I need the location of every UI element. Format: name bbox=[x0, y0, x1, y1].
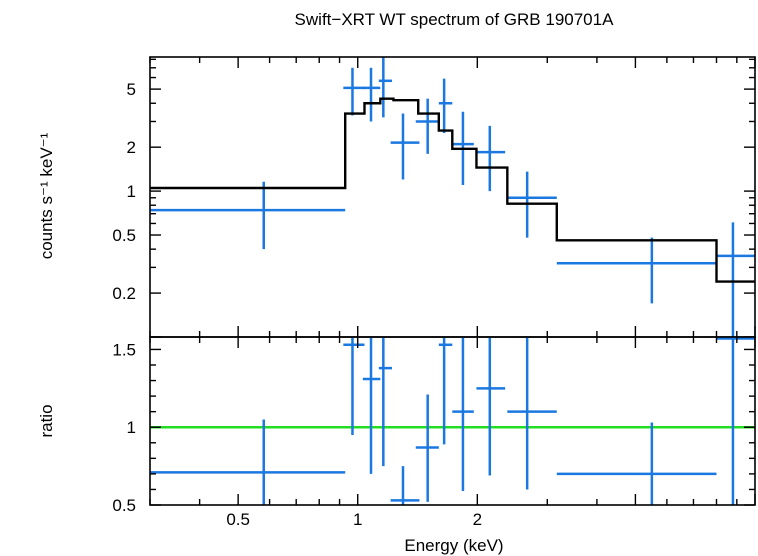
model-step-line bbox=[150, 97, 755, 283]
ratio-panel: 0.5 1 1.5 0.5 1 2 bbox=[112, 336, 756, 529]
x-axis-label: Energy (keV) bbox=[404, 536, 503, 555]
ratio-y-tick-label: 0.5 bbox=[112, 496, 136, 515]
spectrum-point-8 bbox=[476, 125, 506, 192]
ratio-data bbox=[150, 337, 755, 505]
spectrum-panel: 0.2 0.5 1 2 5 bbox=[112, 56, 756, 338]
ratio-point-10 bbox=[556, 422, 717, 505]
ratio-point-1 bbox=[343, 337, 365, 435]
spectrum-point-0 bbox=[150, 181, 346, 250]
spectrum-point-4 bbox=[390, 113, 420, 180]
spectrum-y-tick-label: 5 bbox=[127, 80, 136, 99]
ratio-y-tick-label: 1.5 bbox=[112, 340, 136, 359]
spectrum-y-axis-label: counts s⁻¹ keV⁻¹ bbox=[37, 132, 56, 259]
spectrum-point-1 bbox=[343, 67, 365, 116]
ratio-y-tick-label: 1 bbox=[127, 418, 136, 437]
ratio-point-2 bbox=[362, 337, 381, 474]
spectrum-data bbox=[150, 57, 755, 337]
ratio-point-0 bbox=[150, 419, 346, 505]
ratio-point-3 bbox=[378, 337, 393, 467]
spectrum-point-3 bbox=[378, 57, 393, 118]
ratio-point-4 bbox=[390, 466, 420, 505]
spectrum-point-10 bbox=[556, 237, 717, 304]
ratio-frame bbox=[149, 336, 756, 506]
x-tick-label: 2 bbox=[473, 510, 482, 529]
ratio-point-7 bbox=[452, 337, 474, 491]
spectrum-point-5 bbox=[415, 98, 439, 154]
spectrum-frame bbox=[149, 56, 756, 338]
spectrum-y-tick-label: 2 bbox=[127, 138, 136, 157]
spectrum-y-tick-label: 1 bbox=[127, 182, 136, 201]
spectrum-y-tick-label: 0.5 bbox=[112, 226, 136, 245]
spectrum-y-tick-label: 0.2 bbox=[112, 284, 136, 303]
x-tick-label: 1 bbox=[353, 510, 362, 529]
chart-title: Swift−XRT WT spectrum of GRB 190701A bbox=[295, 10, 615, 29]
ratio-point-9 bbox=[507, 337, 557, 490]
ratio-point-8 bbox=[476, 337, 506, 476]
ratio-point-5 bbox=[415, 394, 439, 502]
ratio-point-11 bbox=[716, 337, 755, 505]
x-tick-label: 0.5 bbox=[226, 510, 250, 529]
spectrum-point-2 bbox=[362, 67, 381, 122]
spectrum-point-11 bbox=[716, 222, 755, 337]
spectrum-point-6 bbox=[438, 78, 453, 134]
ratio-point-6 bbox=[438, 337, 453, 445]
ratio-y-axis-label: ratio bbox=[37, 404, 56, 437]
